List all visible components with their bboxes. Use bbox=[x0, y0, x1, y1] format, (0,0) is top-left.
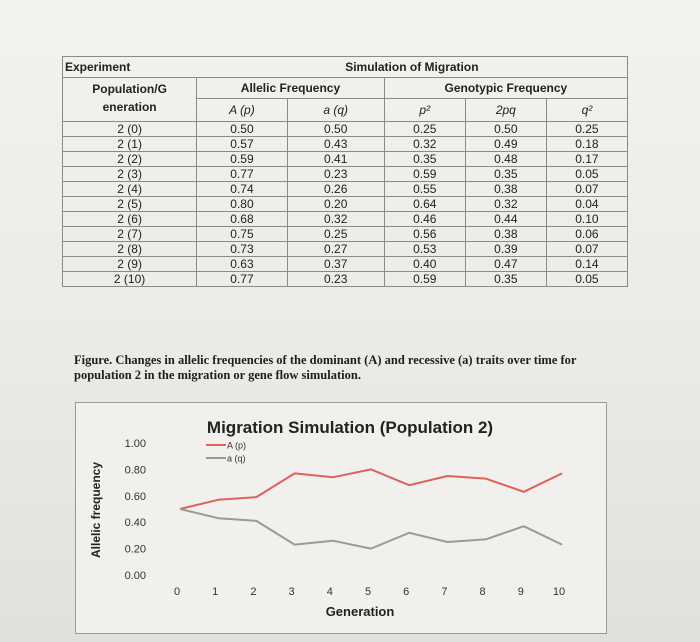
x-tick-label: 1 bbox=[212, 586, 218, 598]
cell-a: 0.41 bbox=[286, 151, 385, 167]
simulation-label: Simulation of Migration bbox=[287, 56, 629, 78]
cell-q2: 0.04 bbox=[545, 196, 629, 212]
chart-frame bbox=[75, 402, 607, 634]
table-row: 2 (10) 0.77 0.23 0.59 0.35 0.05 bbox=[61, 271, 629, 287]
cell-pq2: 0.35 bbox=[464, 271, 547, 287]
col-header-2pq: 2pq bbox=[464, 98, 547, 122]
x-tick-label: 3 bbox=[289, 586, 295, 598]
y-tick-label: 0.40 bbox=[125, 517, 146, 529]
series-line-1 bbox=[179, 508, 563, 550]
x-tick-label: 2 bbox=[250, 586, 256, 598]
series-line-0 bbox=[179, 468, 563, 510]
table-header-row-1: Experiment Simulation of Migration bbox=[62, 56, 629, 78]
table-header-row-3: A (p) a (q) p² 2pq q² bbox=[63, 98, 629, 122]
cell-A: 0.57 bbox=[196, 136, 288, 152]
cell-q2: 0.17 bbox=[545, 151, 629, 167]
cell-pq2: 0.47 bbox=[464, 256, 547, 272]
cell-A: 0.77 bbox=[196, 166, 288, 182]
col-header-p2: p² bbox=[383, 98, 466, 122]
cell-q2: 0.10 bbox=[545, 211, 629, 227]
cell-A: 0.73 bbox=[196, 241, 288, 257]
legend-label-1: a (q) bbox=[227, 454, 246, 464]
x-tick-label: 4 bbox=[327, 586, 333, 598]
table-row: 2 (0) 0.50 0.50 0.25 0.50 0.25 bbox=[61, 121, 629, 137]
legend-label-0: A (p) bbox=[227, 441, 246, 451]
y-tick-label: 0.20 bbox=[125, 544, 146, 556]
cell-a: 0.23 bbox=[286, 166, 385, 182]
cell-A: 0.50 bbox=[196, 121, 288, 137]
cell-A: 0.77 bbox=[196, 271, 288, 287]
cell-q2: 0.14 bbox=[545, 256, 629, 272]
cell-p2: 0.56 bbox=[383, 226, 466, 242]
cell-q2: 0.05 bbox=[545, 271, 629, 287]
cell-p2: 0.46 bbox=[383, 211, 466, 227]
cell-p2: 0.55 bbox=[383, 181, 466, 197]
cell-A: 0.75 bbox=[196, 226, 288, 242]
x-tick-label: 8 bbox=[480, 586, 486, 598]
cell-p2: 0.59 bbox=[383, 271, 466, 287]
x-axis-label: Generation bbox=[326, 604, 395, 619]
chart-title: Migration Simulation (Population 2) bbox=[207, 418, 493, 437]
cell-p2: 0.59 bbox=[383, 166, 466, 182]
table-body: 2 (0) 0.50 0.50 0.25 0.50 0.25 2 (1) 0.57 0.43 0.… bbox=[61, 121, 629, 287]
generation-header-line1: Population/G bbox=[92, 82, 167, 96]
x-tick-label: 5 bbox=[365, 586, 371, 598]
y-tick-label: 1.00 bbox=[125, 438, 146, 450]
cell-gen: 2 (0) bbox=[61, 121, 198, 137]
data-table: Experiment Simulation of Migration Popul… bbox=[61, 56, 629, 287]
x-tick-label: 6 bbox=[403, 586, 409, 598]
cell-gen: 2 (10) bbox=[61, 271, 198, 287]
cell-pq2: 0.35 bbox=[464, 166, 547, 182]
y-tick-label: 0.80 bbox=[125, 464, 146, 476]
table-row: 2 (7) 0.75 0.25 0.56 0.38 0.06 bbox=[61, 226, 629, 242]
col-header-a: a (q) bbox=[286, 98, 385, 122]
x-tick-label: 10 bbox=[553, 586, 565, 598]
cell-pq2: 0.50 bbox=[464, 121, 547, 137]
table-row: 2 (1) 0.57 0.43 0.32 0.49 0.18 bbox=[61, 136, 629, 152]
cell-a: 0.43 bbox=[286, 136, 385, 152]
cell-p2: 0.64 bbox=[383, 196, 466, 212]
x-tick-label: 0 bbox=[174, 586, 180, 598]
cell-p2: 0.25 bbox=[383, 121, 466, 137]
figure-caption: Figure. Changes in allelic frequencies o… bbox=[74, 353, 577, 382]
cell-pq2: 0.38 bbox=[464, 226, 547, 242]
experiment-label: Experiment bbox=[62, 56, 288, 78]
cell-gen: 2 (7) bbox=[61, 226, 198, 242]
y-tick-label: 0.00 bbox=[125, 570, 146, 582]
x-tick-label: 7 bbox=[441, 586, 447, 598]
x-tick-label: 9 bbox=[518, 586, 524, 598]
cell-q2: 0.25 bbox=[545, 121, 629, 137]
cell-gen: 2 (9) bbox=[61, 256, 198, 272]
y-tick-label: 0.60 bbox=[125, 491, 146, 503]
y-axis-label: Allelic frequency bbox=[89, 462, 103, 558]
cell-q2: 0.05 bbox=[545, 166, 629, 182]
generation-header-line2: eneration bbox=[102, 100, 157, 114]
table-row: 2 (5) 0.80 0.20 0.64 0.32 0.04 bbox=[61, 196, 629, 212]
